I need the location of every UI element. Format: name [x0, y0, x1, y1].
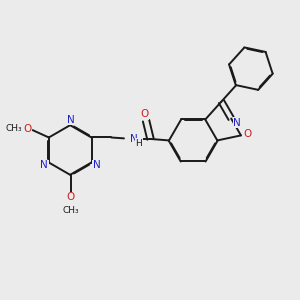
Text: O: O: [243, 129, 251, 139]
Text: CH₃: CH₃: [5, 124, 22, 133]
Text: O: O: [66, 192, 75, 203]
Text: N: N: [93, 160, 100, 170]
Text: O: O: [140, 109, 149, 119]
Text: O: O: [23, 124, 32, 134]
Text: N: N: [130, 134, 138, 144]
Text: H: H: [135, 139, 142, 148]
Text: N: N: [40, 160, 48, 170]
Text: CH₃: CH₃: [62, 206, 79, 215]
Text: N: N: [233, 118, 241, 128]
Text: N: N: [67, 115, 74, 125]
